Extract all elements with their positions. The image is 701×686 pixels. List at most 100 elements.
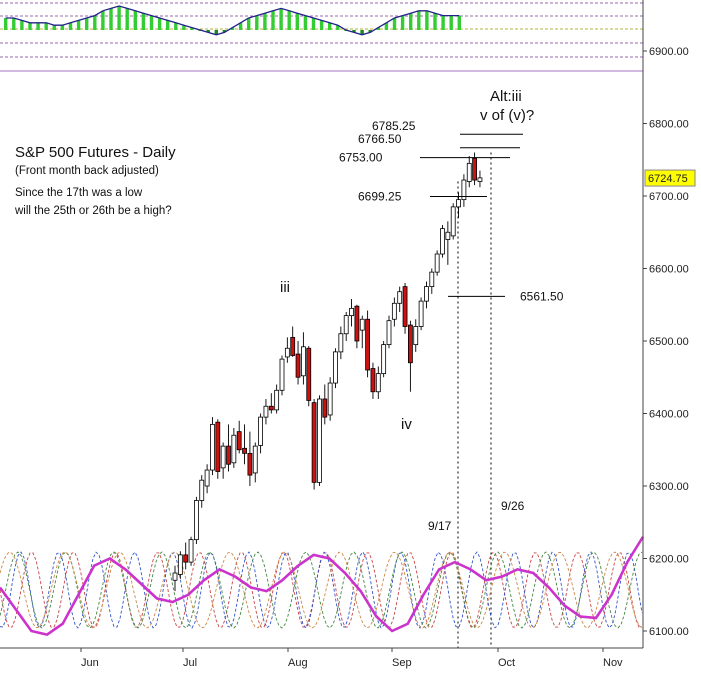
candle-up	[375, 373, 381, 393]
upper-histogram-bar	[384, 22, 389, 30]
y-tick-label: 6900.00	[649, 46, 689, 58]
candle-down	[236, 431, 242, 451]
upper-histogram-bar	[12, 18, 16, 30]
wave-label-v: v of (v)?	[480, 107, 534, 124]
candle-up	[177, 554, 183, 575]
upper-histogram-bar	[141, 13, 146, 30]
upper-histogram-bar	[76, 20, 81, 30]
candle-up	[300, 346, 306, 377]
upper-histogram-bar	[360, 30, 364, 35]
candle-up	[386, 320, 392, 346]
upper-histogram-bar	[247, 18, 251, 30]
wave-label-iii: iii	[280, 279, 290, 296]
upper-histogram-bar	[336, 25, 340, 30]
last-price-tag	[644, 169, 696, 187]
candle-down	[226, 445, 231, 465]
candle-down	[322, 398, 328, 418]
upper-histogram-bar	[52, 25, 56, 30]
candle-up	[418, 300, 424, 327]
candle-up	[317, 398, 322, 483]
upper-histogram-bar	[206, 30, 210, 33]
upper-histogram-bar	[319, 20, 324, 30]
candle-up	[434, 253, 440, 273]
y-axis: 6100.00 6200.00 6300.00 6400.00 6500.00 6600.…	[0, 0, 696, 649]
candle-up	[349, 307, 354, 317]
candle-up	[274, 389, 280, 411]
upper-histogram-bar	[271, 10, 275, 31]
upper-histogram-bar	[328, 22, 332, 30]
y-tick-label: 6800.00	[649, 119, 689, 131]
candle-up	[327, 382, 333, 416]
upper-histogram-bar	[20, 20, 24, 30]
upper-histogram-bar	[174, 22, 178, 30]
candle-up	[429, 271, 435, 288]
candle-up	[413, 326, 419, 346]
candle-up	[263, 405, 269, 418]
candle-down	[242, 447, 247, 454]
candle-up	[391, 302, 397, 320]
candle-up	[188, 539, 194, 563]
x-tick-label: Jun	[81, 657, 99, 669]
upper-histogram-bar	[4, 18, 8, 30]
candle-down	[247, 452, 253, 476]
candlesticks	[172, 152, 483, 592]
y-tick-label: 6400.00	[649, 409, 689, 421]
candle-up	[172, 572, 178, 581]
price-level-label: 6753.00	[339, 151, 383, 165]
candle-up	[220, 445, 226, 469]
candle-down	[295, 353, 301, 378]
upper-histogram-bar	[376, 27, 380, 30]
upper-histogram-bar	[441, 15, 445, 30]
candle-up	[252, 445, 258, 474]
date-label-high: 9/26	[501, 499, 525, 513]
y-tick-label: 6600.00	[649, 264, 689, 276]
upper-histogram-bar	[433, 13, 437, 30]
y-tick-label: 6100.00	[649, 626, 689, 638]
upper-histogram-bar	[287, 10, 291, 31]
cycle-composite-line	[0, 536, 645, 637]
upper-histogram-bar	[133, 10, 137, 31]
candle-up	[279, 358, 285, 391]
candle-down	[311, 402, 317, 483]
upper-histogram-bar	[425, 10, 429, 31]
candle-up	[397, 291, 403, 304]
candle-up	[193, 500, 199, 541]
upper-oscillator-panel	[0, 2, 643, 72]
candle-up	[461, 179, 467, 201]
upper-histogram-bar	[60, 25, 65, 30]
cycle-wave-dashed	[0, 551, 643, 629]
candle-down	[365, 318, 371, 371]
last-price-label: 6724.75	[648, 173, 688, 185]
upper-histogram-bar	[36, 22, 40, 30]
candle-down	[407, 324, 413, 364]
y-tick-label: 6300.00	[649, 481, 689, 493]
upper-histogram-bar	[28, 22, 32, 30]
candle-up	[424, 286, 429, 302]
question-line-1: Since the 17th was a low	[15, 187, 143, 199]
x-tick-label: Sep	[392, 657, 412, 669]
candle-down	[354, 305, 360, 342]
y-tick-label: 6500.00	[649, 336, 689, 348]
upper-histogram-bar	[392, 18, 397, 30]
upper-histogram-bar	[85, 18, 89, 30]
upper-histogram-bar	[457, 15, 461, 30]
upper-histogram-bar	[166, 20, 170, 30]
upper-histogram-bar	[182, 25, 186, 30]
upper-histogram-bar	[295, 13, 299, 30]
upper-histogram-bar	[109, 8, 113, 30]
candle-down	[290, 336, 296, 356]
upper-histogram-bar	[125, 8, 129, 30]
candle-up	[359, 318, 365, 331]
upper-histogram-bar	[230, 27, 235, 30]
upper-histogram-bar	[279, 8, 283, 30]
wave-label-iv: iv	[401, 416, 412, 433]
upper-histogram-bar	[222, 30, 227, 33]
upper-oscillator-line	[5, 5, 460, 36]
x-tick-label: Aug	[288, 657, 308, 669]
candle-up	[445, 231, 451, 240]
candle-up	[440, 228, 445, 255]
upper-histogram-bar	[44, 22, 48, 30]
upper-histogram-bar	[263, 13, 267, 30]
